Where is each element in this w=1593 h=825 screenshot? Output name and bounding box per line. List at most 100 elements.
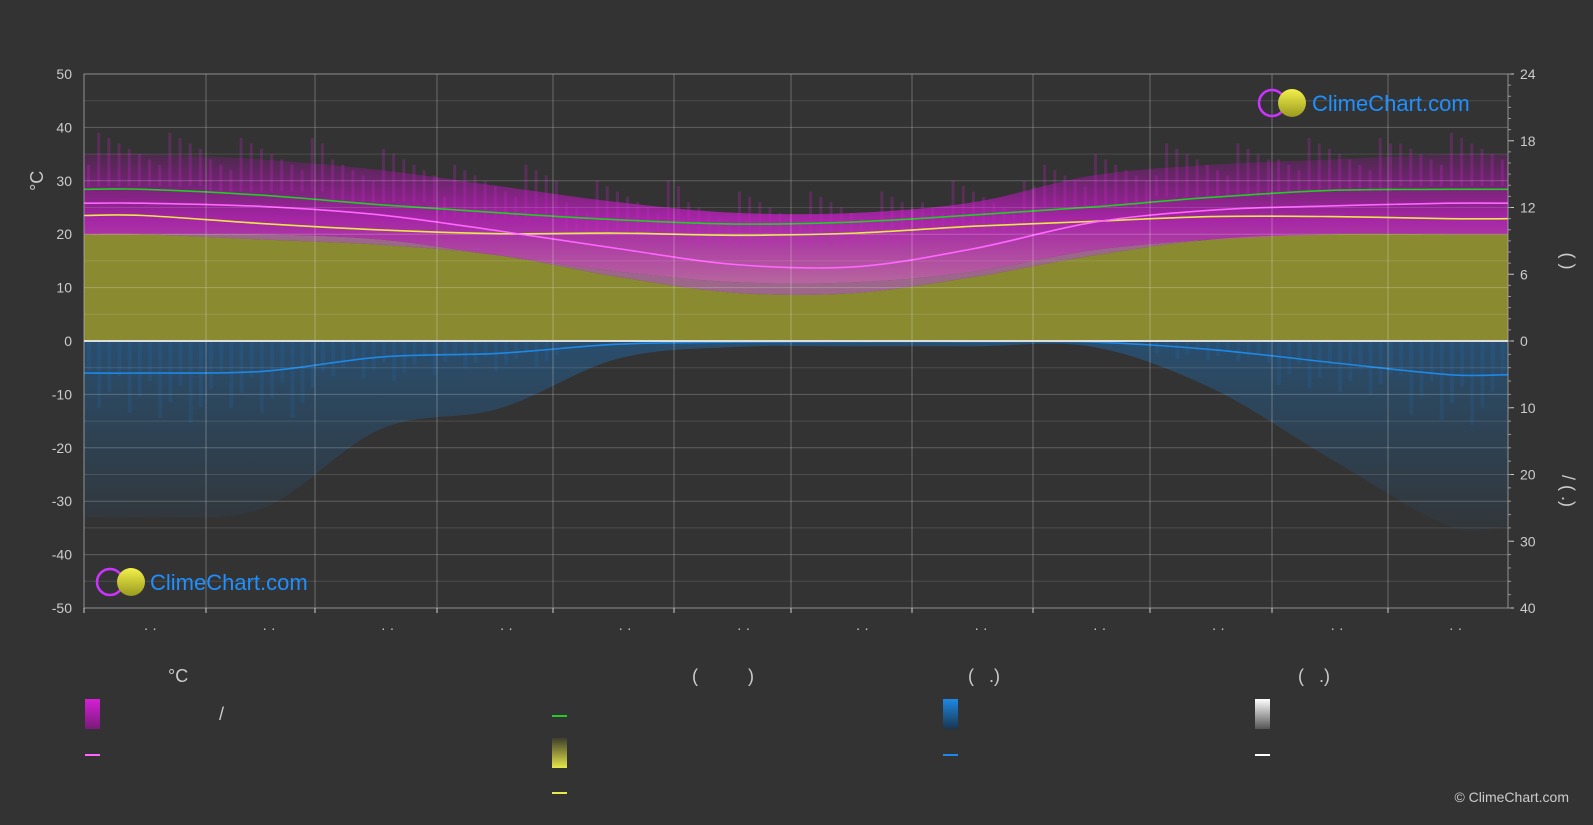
temp-daily-bar — [412, 164, 416, 203]
temp-daily-bar — [524, 164, 528, 219]
temp-range-band — [84, 153, 1508, 284]
legend-daylight-line — [552, 715, 567, 717]
temp-daily-bar — [280, 159, 284, 192]
right-axis-top-tick-label: 6 — [1520, 266, 1528, 282]
precip-daily-bar — [300, 341, 305, 403]
precip-daily-bar — [209, 341, 214, 389]
temp-daily-bar — [951, 180, 955, 235]
temp-daily-bar — [1470, 143, 1474, 187]
temp-daily-bar — [1439, 164, 1443, 187]
precip-daily-bar — [1358, 341, 1363, 371]
left-axis-tick-label: -30 — [52, 493, 72, 509]
temp-daily-bar — [717, 218, 721, 245]
temp-daily-bar — [1327, 148, 1331, 192]
temp-daily-bar — [209, 159, 213, 192]
left-axis-tick-label: -50 — [52, 600, 72, 616]
precip-daily-bar — [219, 341, 224, 374]
precip-daily-bar — [148, 341, 153, 381]
precip-daily-bar — [1378, 341, 1383, 385]
temp-daily-bar — [809, 191, 813, 245]
temp-daily-bar — [300, 170, 304, 192]
precip-daily-bar — [371, 341, 376, 371]
precip-daily-bar — [1205, 341, 1210, 361]
temp-daily-bar — [107, 138, 111, 187]
legend-temp-mean-line — [85, 754, 100, 756]
legend-sunshine-line — [552, 792, 567, 794]
temp-daily-bar — [849, 212, 853, 245]
temp-daily-bar — [1053, 170, 1057, 208]
precip-daily-bar — [1327, 341, 1332, 367]
temp-daily-bar — [900, 202, 904, 245]
temp-daily-bar — [707, 212, 711, 245]
x-axis-tick-label: · · — [856, 620, 869, 636]
temp-daily-bar — [870, 223, 874, 245]
temp-daily-bar — [839, 207, 843, 245]
precip-daily-bar — [168, 341, 173, 402]
x-axis-tick-label: · · — [618, 620, 631, 636]
temp-daily-bar — [514, 196, 518, 219]
temp-daily-bar — [158, 164, 162, 187]
temp-daily-bar — [1277, 159, 1281, 192]
left-axis-tick-label: -20 — [52, 440, 72, 456]
precip-daily-bar — [554, 341, 559, 355]
temp-daily-bar — [473, 175, 477, 219]
temp-daily-bar — [331, 159, 335, 203]
temp-daily-bar — [1073, 180, 1077, 208]
precip-daily-bar — [1256, 341, 1261, 353]
right-axis-bottom-tick-label: 40 — [1520, 600, 1536, 616]
precip-daily-bar — [1317, 341, 1322, 378]
temp-daily-bar — [748, 196, 752, 245]
x-axis-tick-label: · · — [144, 620, 157, 636]
precip-daily-bar — [1165, 341, 1170, 349]
logo-bottom: ClimeChart.com — [95, 567, 308, 597]
temp-daily-bar — [575, 207, 579, 235]
precip-daily-bar — [280, 341, 285, 383]
series-line-daylight — [83, 188, 1509, 225]
temp-daily-bar — [615, 191, 619, 235]
temp-daily-bar — [392, 154, 396, 203]
precip-daily-bar — [402, 341, 407, 373]
temp-daily-bar — [453, 164, 457, 219]
precip-daily-bar — [1419, 341, 1424, 398]
temp-daily-bar — [1083, 186, 1087, 208]
precip-daily-bar — [270, 341, 275, 398]
temp-daily-bar — [605, 186, 609, 235]
temp-daily-bar — [463, 170, 467, 219]
temp-daily-bar — [351, 170, 355, 203]
precip-daily-bar — [341, 341, 346, 368]
temp-daily-bar — [1175, 148, 1179, 197]
temp-daily-bar — [1368, 170, 1372, 192]
temp-daily-bar — [1205, 164, 1209, 197]
precip-daily-bar — [514, 341, 519, 360]
temp-daily-bar — [148, 159, 152, 187]
logo-sun-icon — [117, 568, 145, 596]
precip-daily-bar — [1195, 341, 1200, 351]
temp-daily-bar — [219, 164, 223, 192]
temp-daily-bar — [778, 212, 782, 245]
right-axis-bottom-tick-label: 30 — [1520, 533, 1536, 549]
logo-top: ClimeChart.com — [1257, 88, 1470, 118]
precip-daily-bar — [1460, 341, 1465, 387]
precip-daily-bar — [137, 341, 142, 397]
temp-daily-bar — [1165, 143, 1169, 197]
precip-daily-bar — [290, 341, 295, 418]
precip-daily-bar — [473, 341, 478, 364]
temp-daily-bar — [1012, 212, 1016, 235]
precip-daily-bar — [1246, 341, 1251, 358]
precip-daily-bar — [443, 341, 447, 362]
precip-daily-bar — [188, 341, 193, 423]
precip-daily-bar — [534, 341, 539, 368]
legend-rain-head: ( .) — [968, 666, 1000, 686]
legend-temp-range-label: / — [219, 704, 225, 724]
temp-daily-bar — [1022, 180, 1026, 235]
precip-daily-bar — [1297, 341, 1302, 364]
temp-daily-bar — [117, 143, 121, 187]
temp-daily-bar — [1399, 143, 1403, 187]
temp-daily-bar — [941, 212, 945, 235]
temp-daily-bar — [178, 138, 182, 187]
temp-daily-bar — [554, 180, 558, 219]
temp-daily-bar — [493, 186, 497, 219]
precip-daily-bar — [178, 341, 183, 386]
temp-daily-bar — [1093, 154, 1097, 208]
temp-daily-bar — [1185, 154, 1189, 197]
